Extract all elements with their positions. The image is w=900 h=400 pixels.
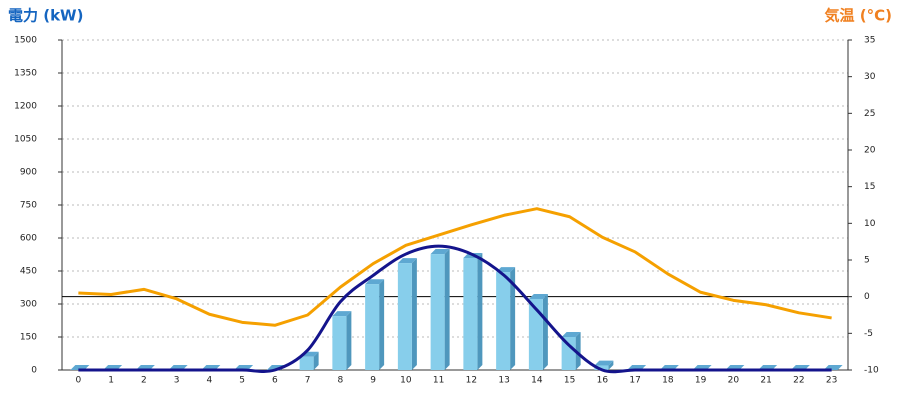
x-tick-label: 19 — [695, 376, 707, 386]
bar-side — [608, 360, 614, 370]
bar-side — [510, 267, 516, 370]
y-tick-label: 300 — [20, 300, 37, 310]
x-tick-label: 20 — [728, 376, 740, 386]
bar-side — [313, 351, 319, 370]
x-tick-label: 14 — [531, 376, 543, 386]
bar-top — [430, 249, 450, 255]
y-tick-label: 450 — [20, 267, 37, 277]
bar-side — [411, 258, 417, 370]
bar-top — [594, 360, 614, 366]
bar — [397, 263, 412, 370]
y-tick-label: 900 — [20, 168, 37, 178]
x-tick-label: 2 — [141, 376, 147, 386]
bar-side — [346, 311, 352, 370]
bar-top — [332, 311, 352, 317]
line — [78, 244, 832, 374]
x-tick-label: 8 — [338, 376, 344, 386]
bar — [332, 316, 347, 370]
y2-tick-label: 10 — [864, 219, 876, 229]
bar — [496, 272, 511, 370]
bar-side — [477, 253, 483, 370]
x-tick-label: 0 — [76, 376, 82, 386]
x-tick-label: 9 — [370, 376, 376, 386]
y-tick-label: 1200 — [14, 102, 37, 112]
y2-axis-title: 気温 (°C) — [825, 7, 892, 25]
x-tick-label: 1 — [108, 376, 114, 386]
y2-tick-label: -5 — [864, 329, 873, 339]
x-tick-label: 17 — [629, 376, 640, 386]
x-tick-label: 16 — [597, 376, 609, 386]
bar-top — [397, 258, 417, 264]
x-tick-label: 3 — [174, 376, 180, 386]
y-tick-label: 0 — [31, 366, 37, 376]
x-tick-label: 11 — [433, 376, 444, 386]
x-tick-label: 4 — [207, 376, 213, 386]
x-tick-label: 7 — [305, 376, 311, 386]
y-tick-label: 1500 — [14, 36, 37, 46]
y2-tick-label: 0 — [864, 292, 870, 302]
y2-tick-label: 35 — [864, 36, 875, 46]
bar-side — [379, 279, 385, 370]
x-tick-label: 12 — [466, 376, 477, 386]
bar-side — [575, 332, 581, 370]
y2-tick-label: 25 — [864, 109, 875, 119]
y-tick-label: 1050 — [14, 135, 37, 145]
x-tick-label: 5 — [239, 376, 245, 386]
y2-tick-label: 5 — [864, 256, 870, 266]
x-tick-label: 23 — [826, 376, 837, 386]
y-tick-label: 600 — [20, 234, 37, 244]
bar-side — [444, 249, 450, 370]
y-axis-title: 電力 (kW) — [8, 7, 83, 25]
bar-top — [365, 279, 385, 285]
bar — [463, 258, 478, 370]
bar-top — [528, 293, 548, 299]
x-tick-label: 13 — [498, 376, 509, 386]
x-tick-label: 18 — [662, 376, 674, 386]
bar-top — [561, 332, 581, 337]
y2-tick-label: 15 — [864, 182, 875, 192]
y-tick-label: 150 — [20, 333, 37, 343]
x-tick-label: 22 — [793, 376, 804, 386]
line — [78, 207, 832, 327]
y2-tick-label: 20 — [864, 146, 876, 156]
bar — [528, 298, 543, 370]
bar-side — [542, 293, 548, 370]
bar — [430, 254, 445, 370]
y2-tick-label: -10 — [864, 366, 879, 376]
x-tick-label: 6 — [272, 376, 278, 386]
x-tick-label: 21 — [760, 376, 771, 386]
bar — [594, 365, 609, 370]
y-tick-label: 750 — [20, 201, 37, 211]
x-tick-label: 10 — [400, 376, 412, 386]
bar — [365, 284, 380, 370]
y-tick-label: 1350 — [14, 69, 37, 79]
x-tick-label: 15 — [564, 376, 575, 386]
bar — [299, 356, 314, 370]
y2-tick-label: 30 — [864, 72, 876, 82]
bar — [561, 337, 576, 370]
